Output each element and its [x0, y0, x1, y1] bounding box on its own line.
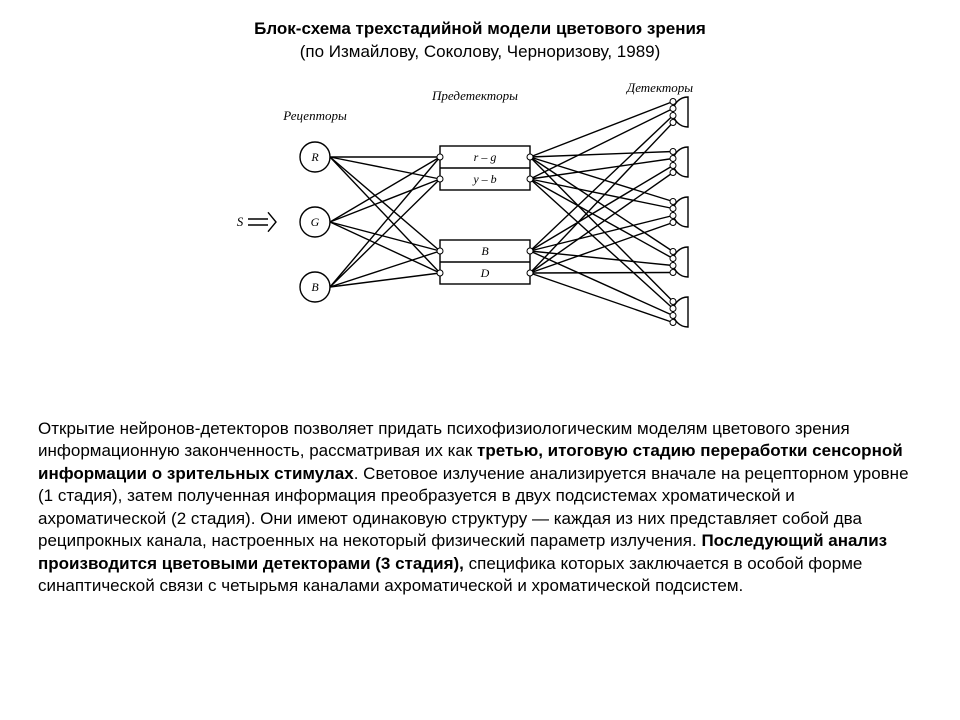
svg-text:Рецепторы: Рецепторы: [282, 108, 347, 123]
diagram: RGBr – gy – bBDРецепторыПредетекторыДете…: [220, 82, 740, 342]
svg-text:Детекторы: Детекторы: [625, 82, 693, 95]
svg-text:D: D: [480, 266, 490, 280]
svg-text:r – g: r – g: [474, 150, 497, 164]
svg-text:S: S: [237, 214, 244, 229]
svg-text:Предетекторы: Предетекторы: [431, 88, 518, 103]
svg-text:y – b: y – b: [472, 172, 496, 186]
svg-text:B: B: [481, 244, 489, 258]
title-block: Блок-схема трехстадийной модели цветовог…: [0, 0, 960, 64]
page: Блок-схема трехстадийной модели цветовог…: [0, 0, 960, 720]
svg-text:G: G: [311, 215, 320, 229]
diagram-svg: RGBr – gy – bBDРецепторыПредетекторыДете…: [220, 82, 740, 342]
svg-text:R: R: [310, 150, 319, 164]
title-line-2: (по Измайлову, Соколову, Черноризову, 19…: [0, 41, 960, 64]
title-line-1: Блок-схема трехстадийной модели цветовог…: [0, 18, 960, 41]
body-paragraph: Открытие нейронов-детекторов позволяет п…: [38, 418, 922, 598]
svg-text:B: B: [311, 280, 319, 294]
